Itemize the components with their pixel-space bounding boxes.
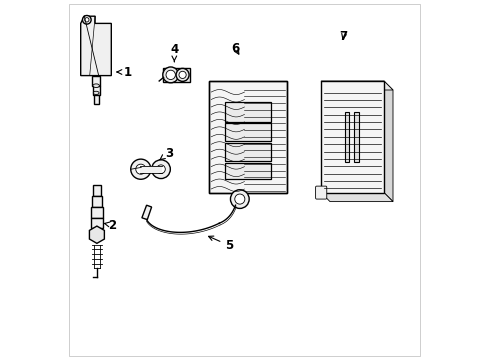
Bar [94,95,99,104]
Text: 1: 1 [117,66,131,78]
Circle shape [151,160,170,179]
Bar [224,163,271,179]
Polygon shape [89,226,104,243]
Polygon shape [81,16,111,76]
Bar [209,81,286,193]
Polygon shape [142,205,151,220]
Bar [224,123,271,141]
Circle shape [230,190,249,208]
Circle shape [82,15,91,24]
Circle shape [136,164,145,174]
Text: 3: 3 [160,147,173,160]
Bar [93,86,100,95]
Bar [91,218,102,228]
Circle shape [176,68,189,81]
Text: 6: 6 [231,42,239,55]
Bar [163,68,190,82]
Bar [140,166,162,173]
Bar [92,196,102,207]
Bar [354,112,358,162]
Text: 7: 7 [339,30,347,42]
Text: 5: 5 [208,236,233,252]
Bar [344,112,348,162]
Bar [209,81,286,193]
Bar [224,143,271,161]
Ellipse shape [93,84,99,87]
Polygon shape [383,81,392,202]
Text: 4: 4 [170,43,178,62]
Circle shape [84,18,89,22]
Bar [91,207,102,218]
Circle shape [130,159,151,179]
Circle shape [163,67,178,83]
Polygon shape [320,193,392,202]
Circle shape [166,70,175,80]
Circle shape [179,71,186,78]
Text: 2: 2 [104,219,116,231]
Bar [224,102,271,122]
Bar [93,185,101,196]
Circle shape [234,194,244,204]
FancyBboxPatch shape [315,186,326,199]
Polygon shape [320,81,392,90]
Bar [320,81,383,193]
Bar [92,76,100,86]
Ellipse shape [93,91,99,95]
Circle shape [156,165,165,174]
